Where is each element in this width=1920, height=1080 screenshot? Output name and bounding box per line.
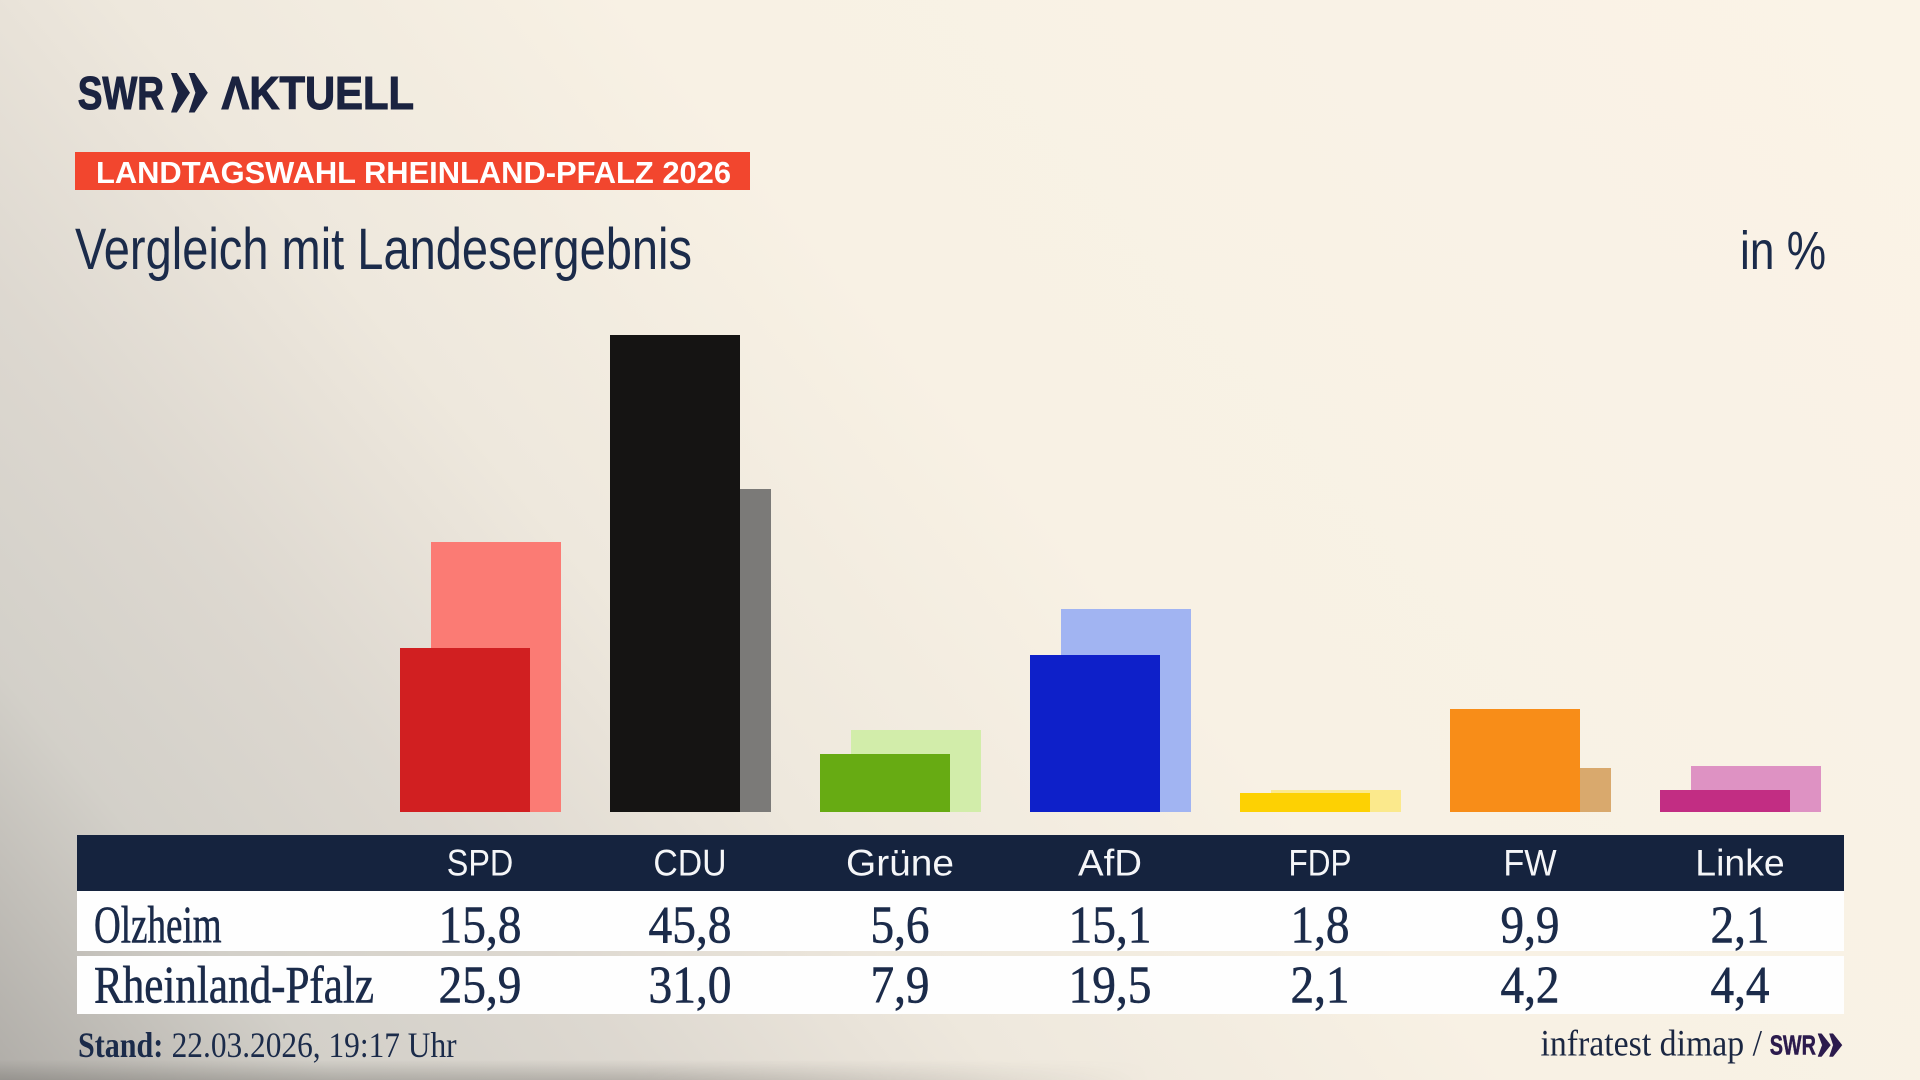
svg-text:25,9: 25,9 xyxy=(439,957,522,1014)
svg-text:Grüne: Grüne xyxy=(846,843,954,884)
svg-text:Stand:: Stand: xyxy=(78,1025,163,1065)
svg-text:Rheinland-Pfalz: Rheinland-Pfalz xyxy=(94,957,374,1014)
svg-text:2,1: 2,1 xyxy=(1291,957,1350,1014)
svg-text:infratest dimap /: infratest dimap / xyxy=(1541,1024,1763,1065)
svg-text:22.03.2026, 19:17 Uhr: 22.03.2026, 19:17 Uhr xyxy=(172,1025,457,1065)
svg-text:7,9: 7,9 xyxy=(871,957,930,1014)
svg-text:5,6: 5,6 xyxy=(871,896,930,951)
svg-text:Linke: Linke xyxy=(1695,843,1784,884)
svg-text:2,1: 2,1 xyxy=(1711,896,1770,951)
svg-text:15,1: 15,1 xyxy=(1069,896,1152,951)
svg-text:SWR: SWR xyxy=(1770,1030,1816,1061)
svg-text:Olzheim: Olzheim xyxy=(94,896,222,951)
svg-text:19,5: 19,5 xyxy=(1069,957,1152,1014)
svg-text:9,9: 9,9 xyxy=(1501,896,1560,951)
svg-text:LANDTAGSWAHL RHEINLAND-PFALZ 2: LANDTAGSWAHL RHEINLAND-PFALZ 2026 xyxy=(96,155,731,190)
svg-text:45,8: 45,8 xyxy=(649,896,732,951)
svg-text:ΛKTUELL: ΛKTUELL xyxy=(222,67,415,118)
svg-text:in %: in % xyxy=(1740,221,1826,281)
svg-text:31,0: 31,0 xyxy=(649,957,732,1014)
svg-text:AfD: AfD xyxy=(1078,843,1142,884)
svg-text:FDP: FDP xyxy=(1289,843,1352,884)
svg-text:1,8: 1,8 xyxy=(1291,896,1350,951)
svg-text:FW: FW xyxy=(1503,843,1556,884)
svg-text:4,4: 4,4 xyxy=(1711,957,1770,1014)
svg-text:CDU: CDU xyxy=(653,843,726,884)
svg-text:Vergleich mit Landesergebnis: Vergleich mit Landesergebnis xyxy=(75,217,692,282)
svg-text:4,2: 4,2 xyxy=(1501,957,1560,1014)
svg-text:15,8: 15,8 xyxy=(439,896,522,951)
svg-text:SPD: SPD xyxy=(447,843,514,884)
svg-text:SWR: SWR xyxy=(78,67,164,118)
